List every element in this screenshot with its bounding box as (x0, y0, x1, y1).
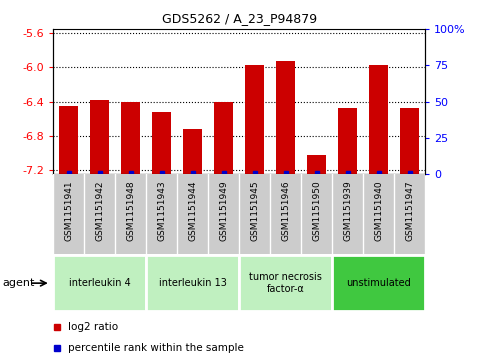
Bar (239, 255, 332, 311)
Bar (276, 61, 295, 174)
Bar (121, 102, 140, 174)
Bar (146, 255, 239, 311)
Text: GSM1151949: GSM1151949 (219, 181, 228, 241)
Text: interleukin 4: interleukin 4 (69, 278, 130, 288)
Bar (307, 155, 326, 174)
Bar (53, 255, 146, 311)
Text: GSM1151944: GSM1151944 (188, 181, 197, 241)
Text: GSM1151943: GSM1151943 (157, 181, 166, 241)
Text: GSM1151942: GSM1151942 (95, 181, 104, 241)
Text: GSM1151945: GSM1151945 (250, 181, 259, 241)
Text: interleukin 13: interleukin 13 (158, 278, 227, 288)
Bar (184, 129, 202, 174)
Text: unstimulated: unstimulated (346, 278, 411, 288)
Text: GSM1151948: GSM1151948 (126, 181, 135, 241)
Text: GSM1151939: GSM1151939 (343, 181, 352, 241)
Bar (338, 107, 357, 174)
Bar (400, 107, 419, 174)
Text: agent: agent (2, 278, 35, 288)
Text: percentile rank within the sample: percentile rank within the sample (68, 343, 244, 354)
Text: log2 ratio: log2 ratio (68, 322, 118, 332)
Bar (90, 100, 109, 174)
Bar (152, 112, 171, 174)
Text: GSM1151940: GSM1151940 (374, 181, 383, 241)
Text: GSM1151941: GSM1151941 (64, 181, 73, 241)
Bar (245, 65, 264, 174)
Bar (369, 65, 388, 174)
Title: GDS5262 / A_23_P94879: GDS5262 / A_23_P94879 (161, 12, 317, 25)
Text: GSM1151950: GSM1151950 (312, 181, 321, 241)
Bar (59, 106, 78, 174)
Bar (214, 102, 233, 174)
Text: GSM1151946: GSM1151946 (281, 181, 290, 241)
Bar (332, 255, 425, 311)
Text: GSM1151947: GSM1151947 (405, 181, 414, 241)
Text: tumor necrosis
factor-α: tumor necrosis factor-α (249, 272, 322, 294)
